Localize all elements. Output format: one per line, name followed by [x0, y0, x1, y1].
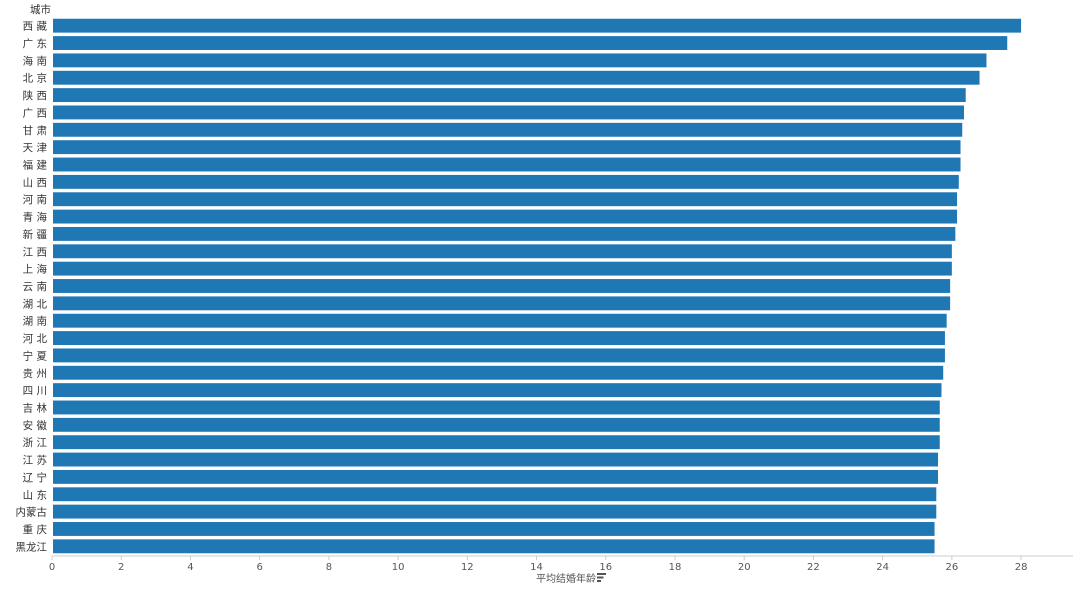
bar[interactable] [53, 279, 951, 293]
bar[interactable] [53, 539, 935, 554]
bar[interactable] [53, 88, 966, 103]
bar[interactable] [53, 192, 958, 207]
bar[interactable] [53, 348, 945, 363]
bar[interactable] [53, 383, 942, 398]
category-label: 四 川 [23, 385, 47, 397]
bar[interactable] [53, 174, 959, 189]
category-label: 海 南 [23, 54, 47, 67]
x-tick-label: 18 [669, 562, 682, 573]
bar[interactable] [53, 469, 939, 484]
category-label: 山 西 [23, 177, 47, 189]
category-label: 河 南 [23, 193, 47, 206]
category-header: 城市 [30, 3, 51, 16]
category-label: 广 西 [23, 107, 47, 119]
bar[interactable] [53, 36, 1008, 50]
x-tick-label: 14 [530, 562, 543, 573]
category-label: 江 苏 [23, 454, 47, 467]
category-label: 内蒙古 [16, 506, 48, 519]
category-label: 甘 肃 [23, 124, 47, 137]
bar[interactable] [53, 487, 937, 502]
bar[interactable] [53, 226, 956, 241]
x-tick-label: 22 [807, 562, 820, 573]
category-label: 浙 江 [23, 437, 48, 449]
category-label: 湖 南 [23, 315, 47, 328]
bar[interactable] [53, 452, 939, 467]
bar[interactable] [53, 435, 940, 450]
bar[interactable] [53, 53, 987, 68]
category-label: 云 南 [23, 280, 47, 293]
bar[interactable] [53, 331, 945, 345]
category-label: 吉 林 [23, 401, 48, 414]
category-label: 宁 夏 [23, 349, 48, 362]
category-labels: 西 藏广 东海 南北 京陕 西广 西甘 肃天 津福 建山 西河 南青 海新 疆江… [16, 21, 48, 554]
bar[interactable] [53, 417, 940, 432]
bar-group [53, 18, 1022, 554]
category-label: 河 北 [23, 333, 48, 345]
x-tick-label: 12 [461, 562, 474, 573]
x-tick-label: 24 [876, 562, 889, 573]
bar[interactable] [53, 313, 947, 328]
category-label: 江 西 [23, 246, 47, 258]
bar[interactable] [53, 18, 1022, 33]
category-label: 福 建 [23, 159, 48, 172]
x-axis-title: 平均结婚年龄 [536, 572, 596, 585]
category-label: 贵 州 [23, 367, 47, 380]
x-tick-label: 6 [256, 562, 262, 573]
bar[interactable] [53, 400, 940, 415]
x-tick-label: 2 [118, 562, 124, 573]
category-label: 青 海 [23, 211, 48, 224]
bar[interactable] [53, 296, 951, 311]
bar[interactable] [53, 105, 964, 120]
x-tick-label: 8 [326, 562, 332, 573]
bar[interactable] [53, 157, 961, 172]
x-tick-label: 0 [49, 562, 55, 573]
category-label: 天 津 [23, 142, 48, 154]
category-label: 山 东 [23, 488, 47, 501]
bar[interactable] [53, 140, 961, 155]
bar[interactable] [53, 122, 963, 137]
bar[interactable] [53, 504, 937, 519]
category-label: 新 疆 [23, 228, 48, 241]
category-label: 上 海 [23, 263, 48, 276]
category-label: 西 藏 [23, 21, 48, 33]
sort-descending-icon[interactable] [597, 573, 606, 582]
bar[interactable] [53, 209, 958, 224]
category-label: 广 东 [23, 37, 47, 50]
bar[interactable] [53, 70, 980, 85]
bar[interactable] [53, 522, 935, 536]
x-tick-label: 4 [187, 562, 193, 573]
x-tick-label: 10 [392, 562, 405, 573]
bar[interactable] [53, 261, 952, 276]
category-label: 安 徽 [23, 419, 48, 432]
x-tick-label: 16 [599, 562, 612, 573]
category-label: 辽 宁 [23, 471, 47, 484]
bar[interactable] [53, 365, 944, 380]
category-label: 湖 北 [23, 298, 48, 310]
bar[interactable] [53, 244, 952, 259]
x-tick-label: 28 [1015, 562, 1028, 573]
category-label: 重 庆 [23, 523, 48, 536]
category-label: 陕 西 [23, 89, 47, 102]
x-axis-ticks: 0 2 4 6 8 10 12 14 16 18 20 22 24 26 28 [49, 556, 1028, 573]
category-label: 北 京 [23, 72, 47, 85]
x-tick-label: 20 [738, 562, 751, 573]
x-tick-label: 26 [945, 562, 958, 573]
category-label: 黑龙江 [16, 540, 48, 553]
